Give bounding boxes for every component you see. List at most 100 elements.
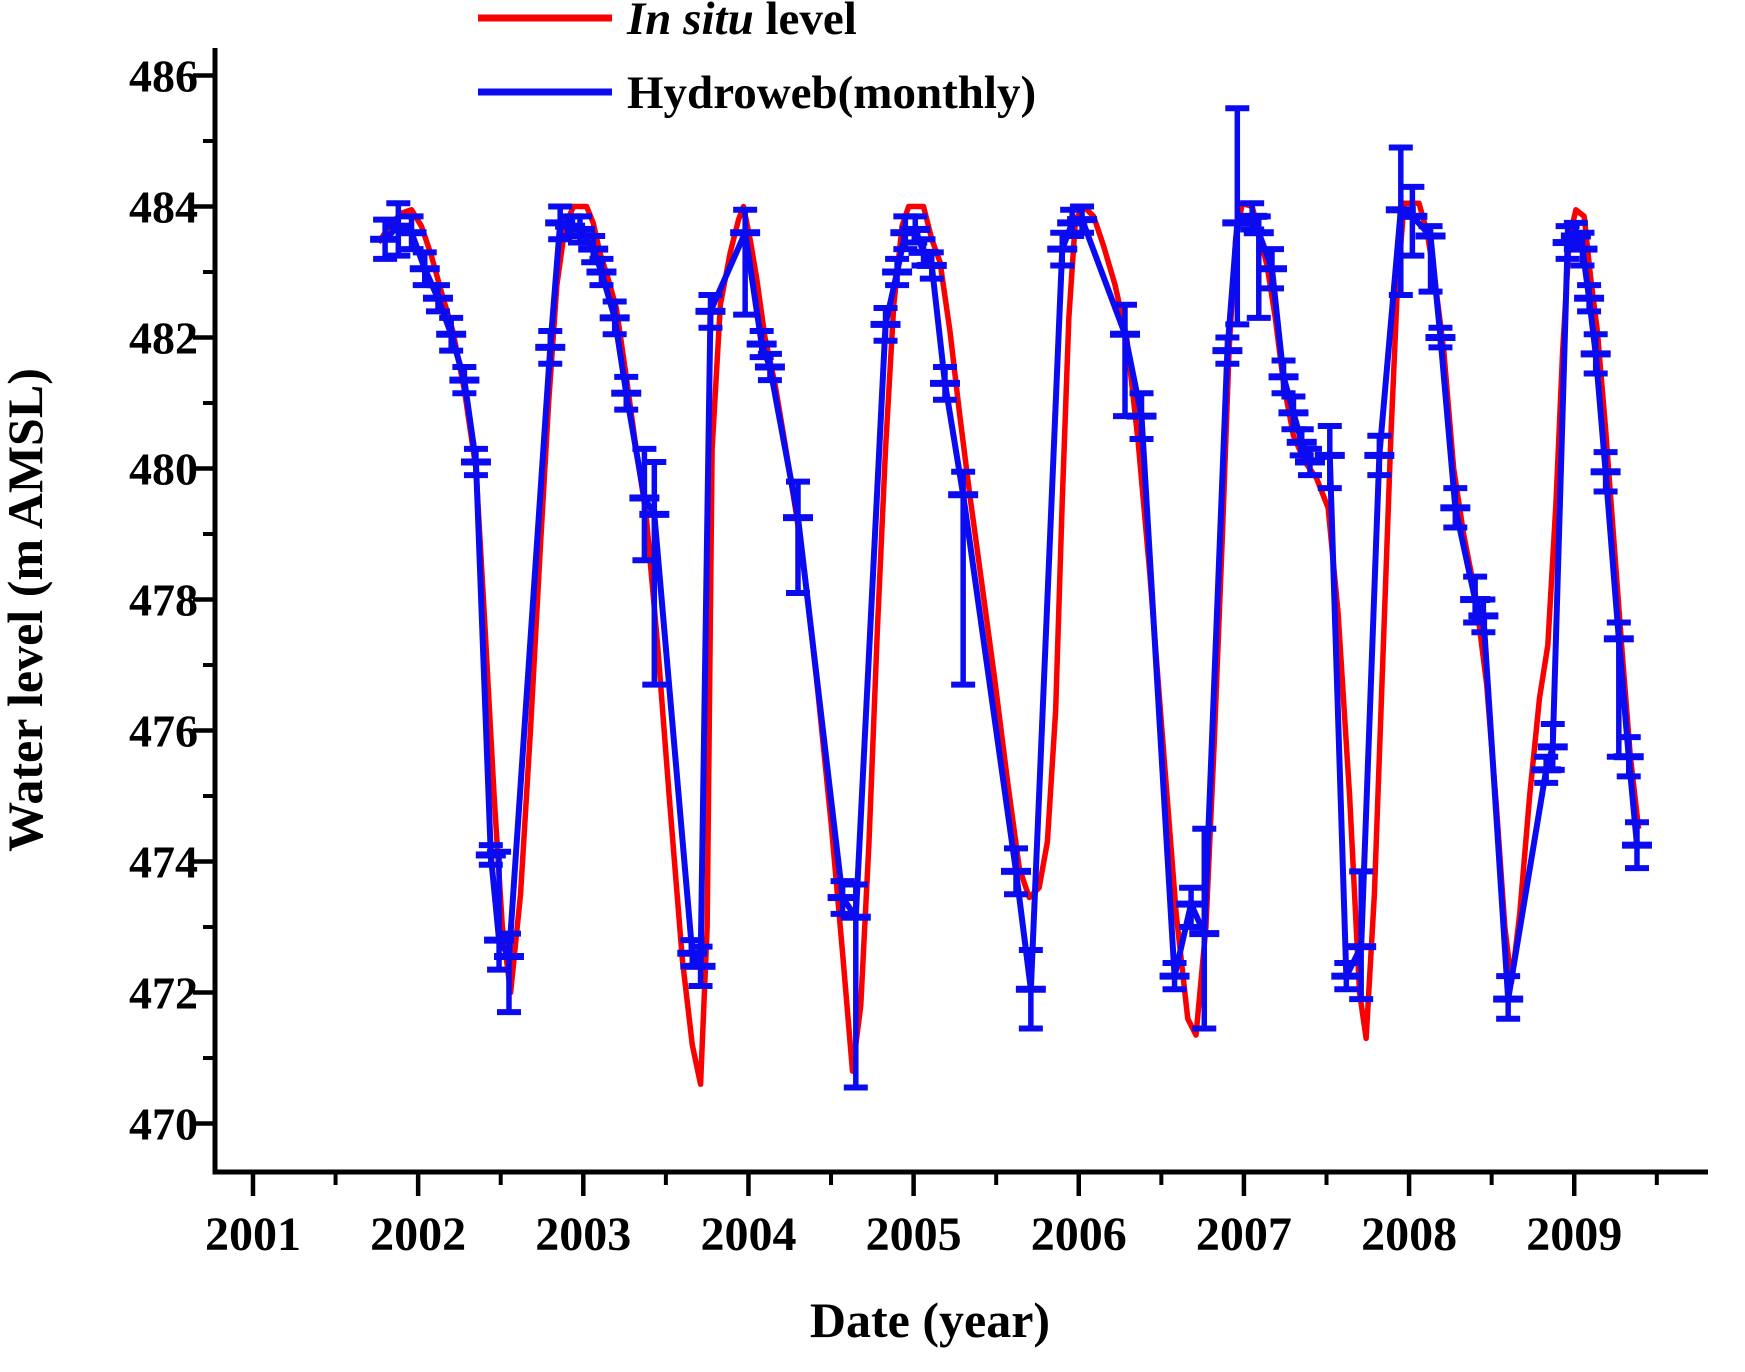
- marker-hdash: [1001, 867, 1032, 875]
- marker-hdash: [396, 229, 427, 237]
- marker-hdash: [1243, 229, 1274, 237]
- marker-hdash: [1552, 239, 1583, 247]
- marker-hdash: [1314, 451, 1345, 459]
- marker-hdash: [1567, 245, 1598, 253]
- y-tick-label: 478: [129, 575, 198, 626]
- marker-hdash: [493, 953, 524, 961]
- marker-hdash: [1331, 972, 1362, 980]
- marker-hdash: [782, 514, 813, 522]
- series-hydroweb-errorbars: [373, 105, 1649, 1091]
- marker-hdash: [1560, 232, 1591, 240]
- marker-hdash: [370, 235, 401, 243]
- marker-hdash: [1047, 245, 1078, 253]
- y-tick-label: 482: [129, 313, 198, 364]
- legend: In situ level Hydroweb(monthly): [478, 0, 1036, 119]
- legend-label-hydroweb: Hydroweb(monthly): [627, 67, 1036, 119]
- marker-hdash: [1415, 232, 1446, 240]
- marker-hdash: [900, 225, 931, 233]
- marker-hdash: [1580, 350, 1611, 358]
- marker-hdash: [730, 229, 761, 237]
- y-tick-label: 484: [129, 182, 198, 233]
- marker-hdash: [1440, 504, 1471, 512]
- marker-hdash: [827, 894, 858, 902]
- marker-hdash: [1385, 206, 1416, 214]
- marker-hdash: [1460, 596, 1491, 604]
- series-layer: [370, 105, 1652, 1091]
- marker-hdash: [746, 340, 777, 348]
- marker-hdash: [1110, 330, 1141, 338]
- marker-hdash: [475, 851, 506, 859]
- y-tick-label: 476: [129, 706, 198, 757]
- x-tick-label: 2007: [1196, 1208, 1292, 1261]
- marker-hdash: [1603, 635, 1634, 643]
- x-tick-label: 2002: [370, 1208, 466, 1261]
- marker-hdash: [436, 330, 467, 338]
- marker-hdash: [1268, 373, 1299, 381]
- marker-hdash: [870, 320, 901, 328]
- legend-label-insitu: In situ level: [626, 0, 857, 45]
- x-tick-label: 2006: [1031, 1208, 1127, 1261]
- marker-hdash: [1286, 438, 1317, 446]
- marker-hdash: [1468, 612, 1499, 620]
- x-tick-label: 2001: [205, 1208, 301, 1261]
- marker-hdash: [1222, 219, 1253, 227]
- marker-hdash: [1537, 743, 1568, 751]
- marker-hdash: [1346, 943, 1377, 951]
- axes-layer: 470 472 474 476 478 480 482 484 486 2001 2002 2003 2…: [129, 48, 1708, 1261]
- marker-hdash: [948, 491, 979, 499]
- marker-hdash: [639, 510, 670, 518]
- marker-hdash: [685, 962, 716, 970]
- marker-hdash: [1613, 753, 1644, 761]
- series-hydroweb-markers: [370, 206, 1652, 1003]
- marker-hdash: [1176, 900, 1207, 908]
- marker-hdash: [916, 261, 947, 269]
- marker-hdash: [882, 268, 913, 276]
- marker-hdash: [1189, 930, 1220, 938]
- marker-hdash: [908, 248, 939, 256]
- marker-hdash: [1212, 347, 1243, 355]
- x-tick-label: 2004: [700, 1208, 796, 1261]
- marker-hdash: [611, 389, 642, 397]
- x-axis-title: Date (year): [810, 1292, 1050, 1348]
- marker-hdash: [1493, 995, 1524, 1003]
- y-tick-label: 470: [129, 1099, 198, 1150]
- marker-hdash: [1531, 766, 1562, 774]
- marker-hdash: [383, 222, 414, 230]
- marker-hdash: [1590, 468, 1621, 476]
- y-tick-label: 486: [129, 51, 198, 102]
- y-tick-label: 480: [129, 444, 198, 495]
- marker-hdash: [1621, 841, 1652, 849]
- marker-hdash: [1159, 972, 1190, 980]
- marker-hdash: [599, 314, 630, 322]
- marker-hdash: [1256, 265, 1287, 273]
- y-tick-label: 472: [129, 968, 198, 1019]
- marker-hdash: [535, 343, 566, 351]
- marker-hdash: [929, 379, 960, 387]
- marker-hdash: [578, 245, 609, 253]
- marker-hdash: [1294, 458, 1325, 466]
- marker-hdash: [1574, 294, 1605, 302]
- marker-hdash: [754, 363, 785, 371]
- x-tick-label: 2005: [866, 1208, 962, 1261]
- marker-hdash: [1237, 212, 1268, 220]
- marker-hdash: [484, 936, 515, 944]
- marker-hdash: [449, 376, 480, 384]
- marker-hdash: [1278, 409, 1309, 417]
- marker-hdash: [409, 265, 440, 273]
- marker-hdash: [564, 225, 595, 233]
- marker-hdash: [1126, 412, 1157, 420]
- marker-hdash: [422, 294, 453, 302]
- marker-hdash: [1364, 451, 1395, 459]
- y-tick-label: 474: [129, 837, 198, 888]
- x-tick-label: 2009: [1526, 1208, 1622, 1261]
- x-tick-label: 2003: [535, 1208, 631, 1261]
- marker-hdash: [1015, 985, 1046, 993]
- marker-hdash: [629, 494, 660, 502]
- x-tick-label: 2008: [1361, 1208, 1457, 1261]
- marker-hdash: [586, 268, 617, 276]
- y-axis-title: Water level (m AMSL): [0, 368, 53, 852]
- marker-hdash: [460, 458, 491, 466]
- marker-hdash: [1425, 334, 1456, 342]
